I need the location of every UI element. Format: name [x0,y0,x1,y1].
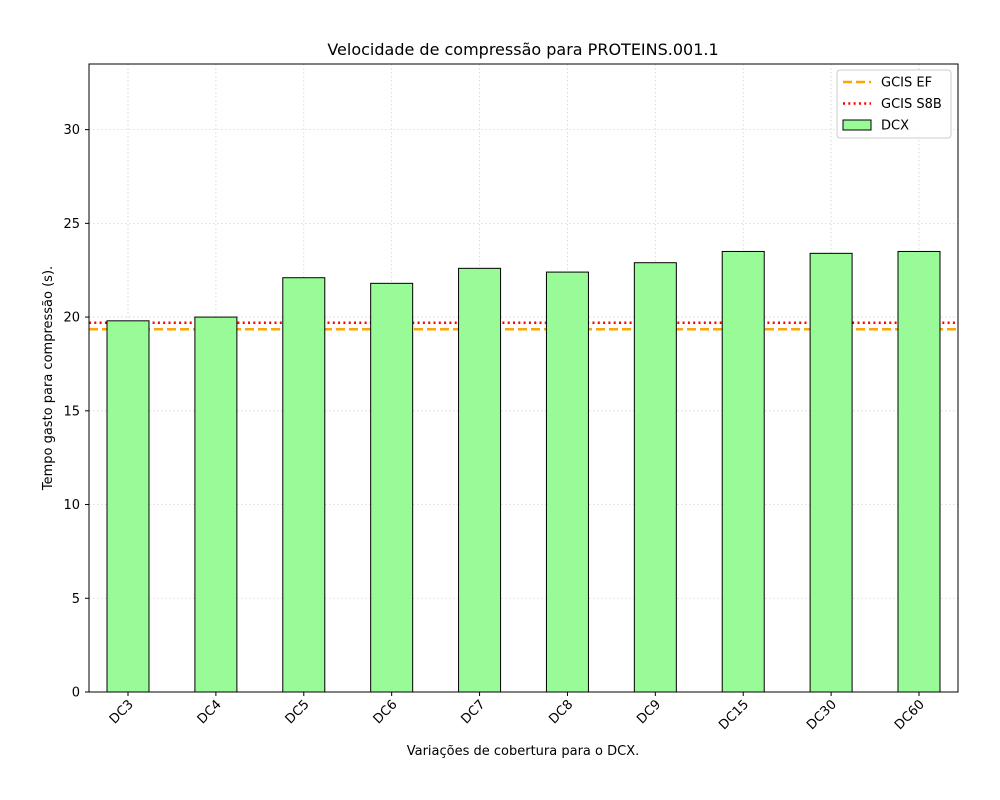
bar [545,271,589,693]
x-tick-label: DC6 [371,697,401,727]
y-axis-ticks: 0 5 10 15 20 25 30 [63,123,89,701]
x-tick-label: DC15 [716,697,752,733]
bar [106,320,150,693]
x-axis-label: Variações de cobertura para o DCX. [407,744,640,759]
x-tick-label: DC4 [195,697,225,727]
y-tick-label: 20 [63,311,80,326]
bar [458,267,502,693]
bar [370,282,414,693]
bar [809,252,853,693]
x-tick-label: DC5 [283,697,313,727]
y-tick-label: 5 [72,592,80,607]
y-tick-label: 15 [63,404,80,419]
bar [282,277,326,693]
bar [194,316,238,693]
bar [721,250,765,693]
y-tick-label: 10 [63,498,80,513]
legend-label: DCX [881,119,909,134]
legend-label: GCIS S8B [881,97,942,112]
y-tick-label: 0 [72,686,80,701]
x-tick-label: DC7 [458,697,488,727]
x-tick-label: DC3 [107,697,137,727]
x-tick-label: DC8 [546,697,576,727]
y-tick-label: 25 [63,217,80,232]
y-tick-label: 30 [63,123,80,138]
legend-swatch [842,119,872,131]
y-axis-label: Tempo gasto para compressão (s). [41,266,56,491]
bar [633,262,677,693]
legend: GCIS EF GCIS S8B DCX [836,69,952,139]
plot-area-frame [88,63,959,693]
bars [106,250,941,693]
x-tick-label: DC60 [892,697,928,733]
bar [897,250,941,693]
x-tick-label: DC30 [804,697,840,733]
chart-title: Velocidade de compressão para PROTEINS.0… [327,40,718,59]
x-axis-ticks: DC3 DC4 DC5 DC6 DC7 DC8 DC9 DC15 DC30 DC60 [107,692,928,733]
legend-label: GCIS EF [881,76,932,91]
x-tick-label: DC9 [634,697,664,727]
